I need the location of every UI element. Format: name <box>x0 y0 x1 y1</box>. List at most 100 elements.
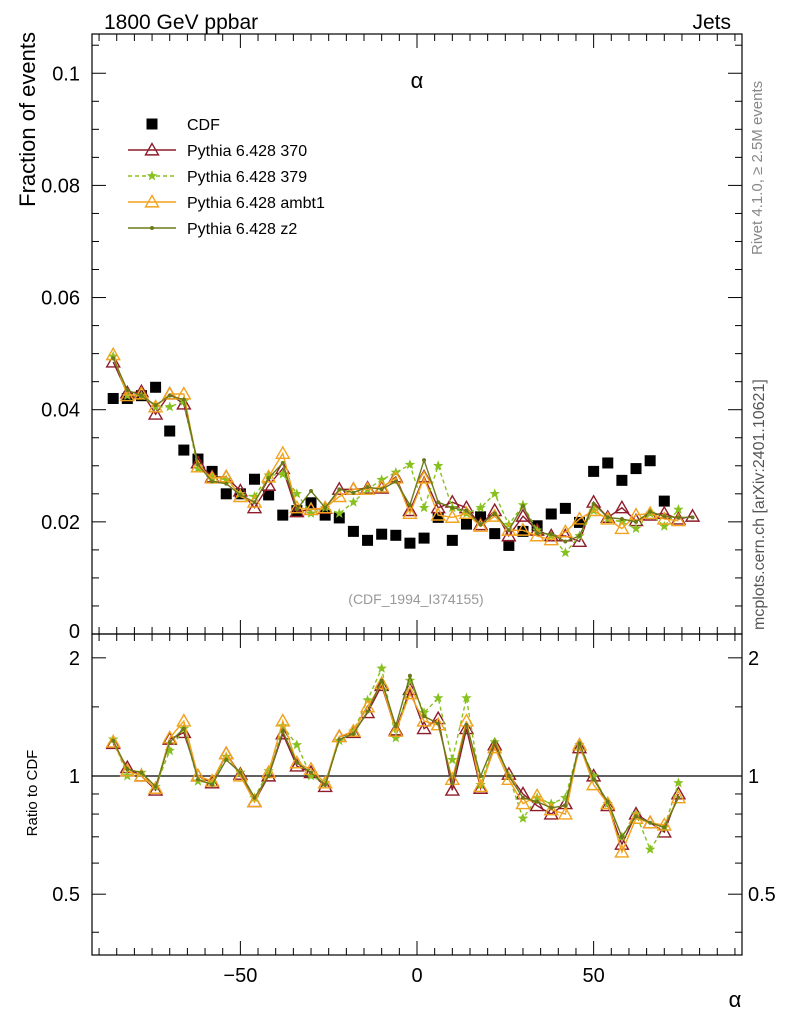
ratio-point <box>305 770 317 781</box>
data-point <box>107 392 119 404</box>
ratio-point <box>176 713 192 727</box>
ratio-point <box>619 834 624 839</box>
ratio-point <box>337 737 342 742</box>
data-point <box>125 388 130 393</box>
data-point <box>630 463 642 475</box>
data-point <box>105 354 121 368</box>
data-point <box>517 525 529 537</box>
data-point <box>492 511 497 516</box>
data-point <box>602 457 614 469</box>
series-4 <box>111 356 695 544</box>
ratio-y-tick-label-right: 1 <box>748 766 759 788</box>
legend-item: Pythia 6.428 379 <box>128 169 307 186</box>
ratio-point <box>139 770 144 775</box>
data-point <box>619 517 624 522</box>
ratio-point <box>373 675 390 690</box>
data-point <box>656 511 672 525</box>
data-point <box>224 481 229 486</box>
ratio-point <box>388 723 404 737</box>
data-point <box>351 490 356 495</box>
data-point <box>472 518 489 532</box>
data-point <box>432 511 444 523</box>
legend-label: CDF <box>187 117 220 134</box>
data-point <box>478 522 483 527</box>
ratio-y-tick-label: 2 <box>69 648 80 670</box>
data-point <box>404 537 416 549</box>
data-point <box>659 520 670 531</box>
data-point <box>238 492 243 497</box>
ratio-point <box>153 784 158 789</box>
data-point <box>506 528 511 533</box>
data-point <box>475 502 486 513</box>
ratio-point <box>644 844 656 854</box>
data-point <box>139 393 144 398</box>
ratio-point <box>404 675 416 685</box>
data-point <box>277 509 289 521</box>
ratio-point <box>543 801 559 816</box>
ratio-point <box>670 789 687 804</box>
ratio-point <box>238 770 243 775</box>
data-point <box>164 401 175 412</box>
ratio-point <box>492 740 497 745</box>
ratio-point <box>289 754 305 769</box>
data-point <box>515 522 531 536</box>
data-point <box>190 458 206 473</box>
ratio-point <box>588 770 599 781</box>
ratio-point <box>571 739 588 754</box>
ratio-point <box>600 795 616 810</box>
ratio-point <box>600 797 616 812</box>
ratio-point <box>630 808 642 819</box>
ratio-point <box>125 767 130 772</box>
x-tick-label: 0 <box>411 965 422 987</box>
ratio-point <box>232 768 249 782</box>
legend: CDF Pythia 6.428 370 Pythia 6.428 379 Pythi… <box>128 117 325 238</box>
data-point <box>347 525 359 537</box>
ratio-point <box>323 782 328 787</box>
ratio-point <box>436 721 441 726</box>
data-point <box>365 485 370 490</box>
series-2 <box>108 350 684 558</box>
data-point <box>275 445 291 460</box>
y-tick-label: 0 <box>69 621 80 643</box>
data-point <box>348 496 359 507</box>
data-point <box>503 539 515 551</box>
ratio-point <box>529 797 545 812</box>
ratio-point <box>517 812 529 823</box>
analysis-label: (CDF_1994_I374155) <box>348 591 483 607</box>
data-point <box>252 500 257 505</box>
data-point <box>464 508 469 513</box>
data-point <box>178 444 190 456</box>
data-point <box>670 512 687 527</box>
x-tick-label: −50 <box>223 965 257 987</box>
chart-title: α <box>411 68 424 93</box>
ratio-point <box>232 766 249 780</box>
legend-item: Pythia 6.428 370 <box>128 142 307 160</box>
data-point <box>153 403 158 408</box>
data-point <box>515 508 531 522</box>
ratio-point <box>458 720 475 735</box>
mcplots-label: mcplots.cern.ch [arXiv:2401.10621] <box>751 379 768 630</box>
data-point <box>684 508 701 522</box>
ratio-point <box>472 780 489 794</box>
ratio-point <box>447 754 458 765</box>
ratio-point <box>224 757 229 762</box>
ratio-point <box>662 825 667 830</box>
ratio-point <box>260 768 277 782</box>
data-point <box>246 494 263 508</box>
ratio-point <box>577 741 582 746</box>
ratio-point <box>206 777 218 788</box>
data-point <box>147 406 164 420</box>
ratio-point <box>543 806 559 820</box>
data-point <box>289 503 305 518</box>
ratio-point <box>280 729 285 734</box>
ratio-point <box>167 740 172 745</box>
data-point <box>111 356 116 361</box>
ratio-y-tick-label: 0.5 <box>52 884 80 906</box>
ratio-point <box>147 780 164 794</box>
ratio-point <box>531 792 543 803</box>
ratio-series-3 <box>111 673 681 839</box>
legend-marker <box>144 142 160 156</box>
y-tick-label: 0.1 <box>52 63 80 85</box>
ratio-point <box>252 795 257 800</box>
data-point <box>450 505 455 510</box>
